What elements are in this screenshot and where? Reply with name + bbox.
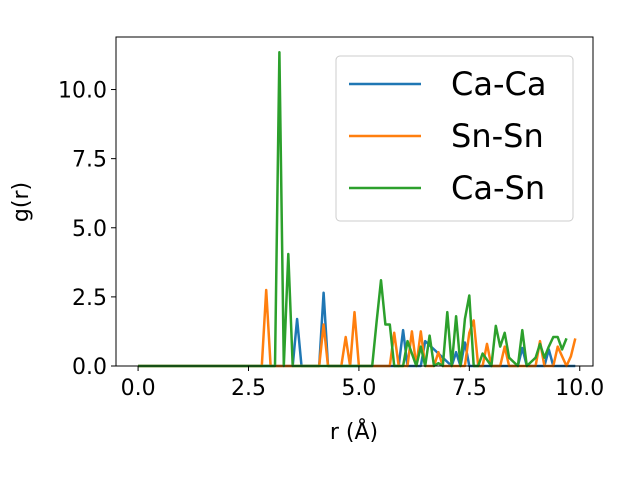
legend: Ca-Ca Sn-Sn Ca-Sn: [335, 55, 574, 222]
y-tick-label: 0.0: [72, 355, 107, 380]
y-axis-label: g(r): [9, 182, 34, 222]
legend-label: Ca-Sn: [451, 169, 545, 207]
legend-label: Ca-Ca: [451, 65, 546, 103]
x-tick-label: 5.0: [341, 376, 376, 401]
y-tick-label: 7.5: [72, 148, 107, 173]
y-tick-label: 2.5: [72, 286, 107, 311]
x-tick-label: 7.5: [452, 376, 487, 401]
plot-frame: [115, 36, 594, 367]
series-line-2: [138, 50, 568, 368]
y-tick-label: 5.0: [72, 217, 107, 242]
x-axis: 0.0 2.5 5.0 7.5 10.0: [121, 366, 604, 401]
x-tick-label: 10.0: [555, 376, 604, 401]
legend-frame: [335, 55, 574, 222]
x-axis-label: r (Å): [330, 418, 378, 445]
legend-label: Sn-Sn: [451, 117, 544, 155]
x-tick-label: 2.5: [231, 376, 266, 401]
y-axis: 0.0 2.5 5.0 7.5 10.0: [58, 79, 116, 380]
y-tick-label: 10.0: [58, 79, 107, 104]
x-tick-label: 0.0: [121, 376, 156, 401]
